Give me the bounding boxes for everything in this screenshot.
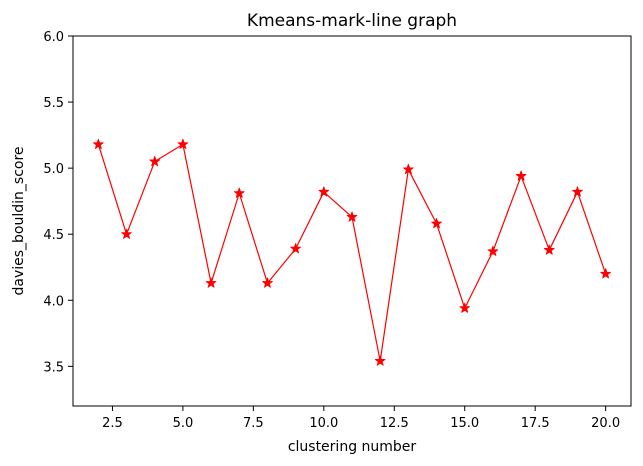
- data-point-star: [149, 155, 161, 167]
- data-point-star: [403, 163, 414, 175]
- y-tick-label: 4.5: [43, 228, 64, 243]
- x-tick-label: 17.5: [521, 416, 550, 431]
- x-tick-label: 10.0: [309, 416, 338, 431]
- data-point-star: [177, 138, 189, 149]
- data-point-star: [93, 138, 104, 149]
- x-tick-label: 12.5: [380, 416, 409, 431]
- data-point-star: [459, 302, 471, 313]
- x-tick-label: 20.0: [591, 416, 620, 431]
- series-layer: [93, 138, 611, 366]
- x-tick-label: 7.5: [243, 416, 264, 431]
- data-point-star: [572, 186, 583, 197]
- y-tick-label: 5.0: [43, 162, 64, 177]
- data-point-star: [346, 211, 358, 222]
- x-tick-label: 5.0: [173, 416, 194, 431]
- data-point-star: [487, 245, 499, 256]
- data-point-star: [205, 277, 217, 288]
- data-point-star: [374, 355, 386, 366]
- data-point-star: [600, 268, 611, 279]
- x-axis-label: clustering number: [288, 439, 417, 455]
- plot-area: [72, 35, 632, 407]
- x-tick-label: 15.0: [450, 416, 479, 431]
- y-tick-label: 5.5: [43, 96, 64, 111]
- data-point-star: [515, 170, 527, 181]
- y-tick-label: 4.0: [43, 294, 64, 309]
- data-point-star: [318, 186, 330, 197]
- data-point-star: [290, 243, 301, 254]
- x-tick-label: 2.5: [102, 416, 123, 431]
- y-tick-label: 3.5: [43, 360, 64, 375]
- data-point-star: [233, 187, 245, 198]
- data-point-star: [262, 277, 273, 288]
- data-point-star: [543, 244, 555, 255]
- data-point-star: [121, 228, 132, 239]
- y-tick-label: 6.0: [43, 30, 64, 45]
- y-axis: 3.5 4.0 4.5 5.0 5.5 6.0: [43, 30, 73, 375]
- chart-title: Kmeans-mark-line graph: [247, 11, 457, 31]
- series-line: [97, 143, 607, 362]
- data-point-star: [431, 218, 442, 229]
- y-axis-label: davies_bouldin_score: [11, 146, 27, 295]
- x-axis: 2.5 5.0 7.5 10.0 12.5 15.0 17.5 20.0: [102, 406, 620, 431]
